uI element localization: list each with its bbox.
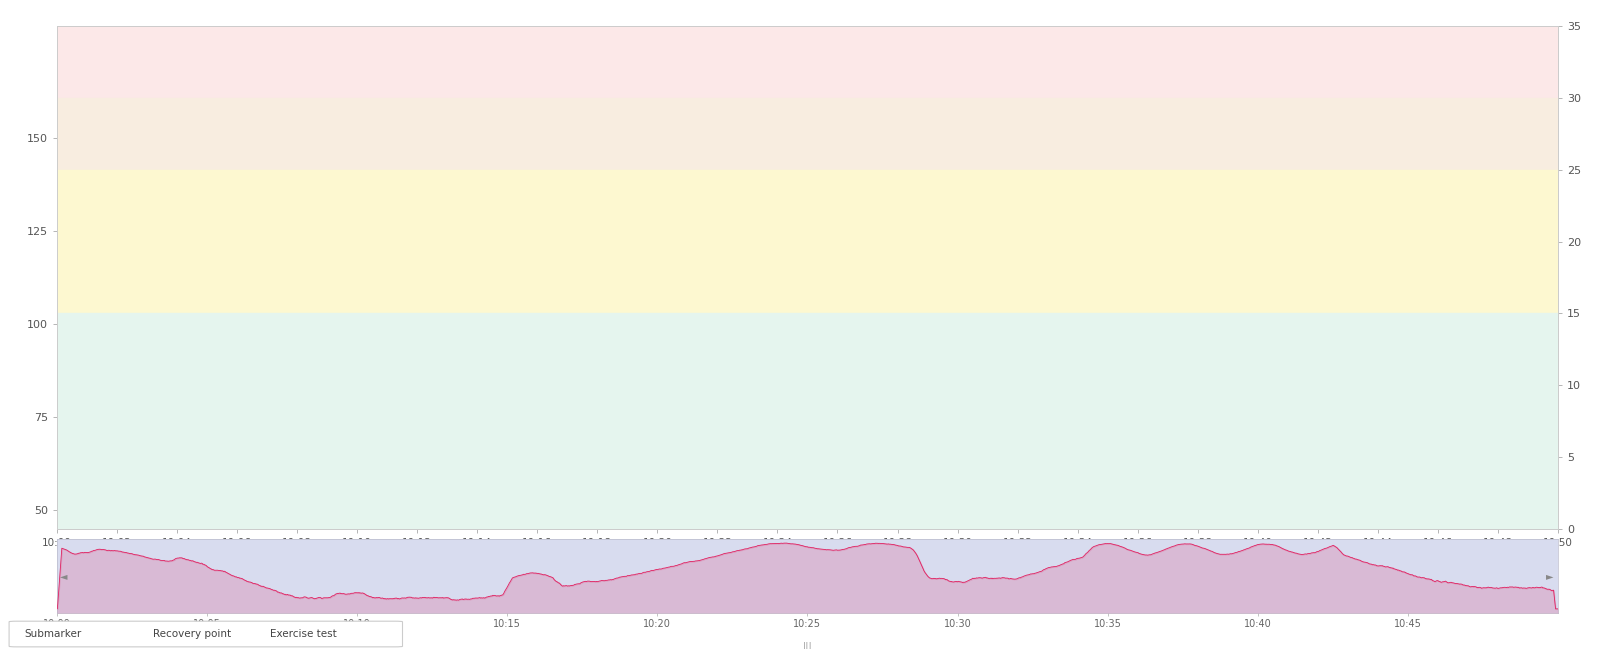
Bar	[57, 169, 1558, 313]
Bar	[57, 313, 1558, 529]
Text: 2: 2	[922, 269, 930, 282]
FancyBboxPatch shape	[10, 621, 403, 647]
Bar	[57, 26, 1558, 98]
Text: Exercise test: Exercise test	[269, 629, 338, 639]
Text: ►: ►	[1547, 571, 1553, 581]
Bar	[57, 98, 1558, 169]
Text: ◄: ◄	[60, 571, 67, 581]
Text: Submarker: Submarker	[24, 629, 81, 639]
Text: Recovery point: Recovery point	[153, 629, 232, 639]
Text: |||: |||	[802, 641, 813, 649]
